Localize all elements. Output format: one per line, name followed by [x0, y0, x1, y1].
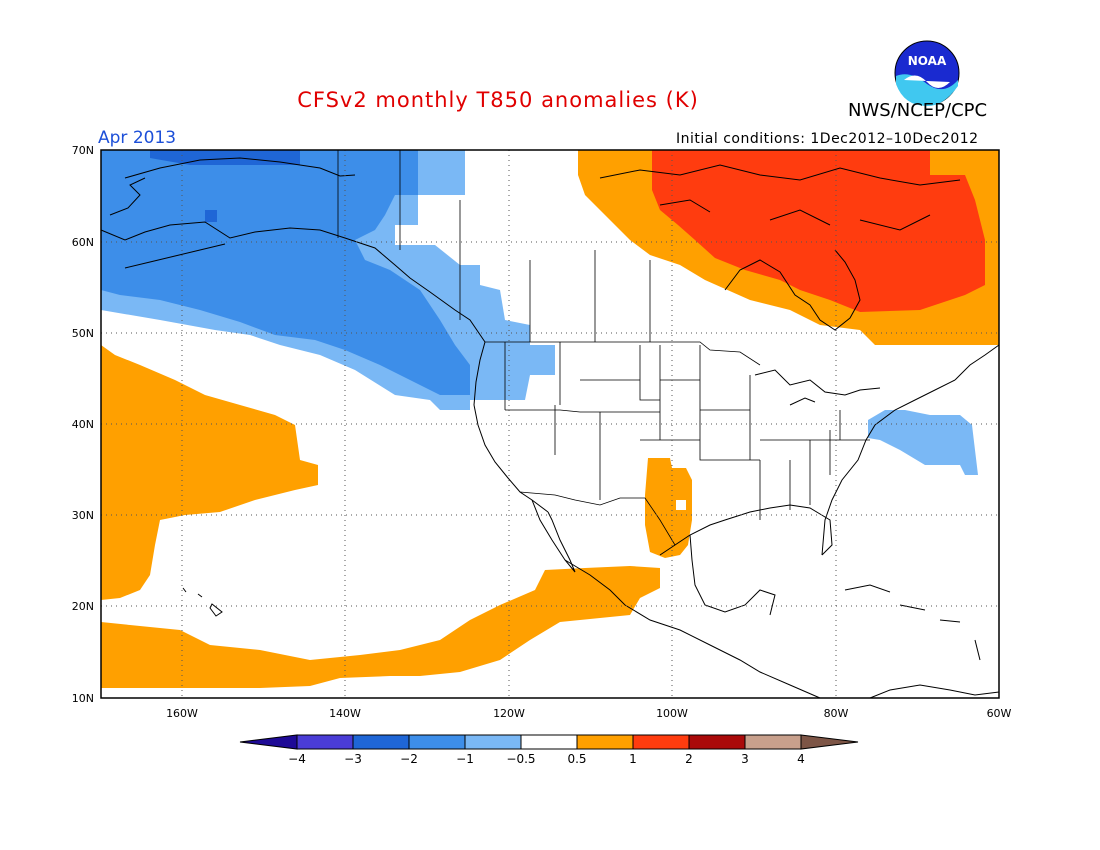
- colorbar: [239, 734, 859, 750]
- colorbar-label: −3: [344, 752, 362, 766]
- us-canada-border: [485, 341, 761, 366]
- lon-label: 100W: [656, 707, 688, 720]
- initial-conditions: Initial conditions: 1Dec2012–10Dec2012: [676, 131, 979, 147]
- lat-label: 10N: [72, 692, 94, 705]
- colorbar-label: 2: [685, 752, 693, 766]
- colorbar-segment: [464, 734, 522, 750]
- colorbar-label: 0.5: [567, 752, 586, 766]
- negative-anomaly-east-coast-region: [868, 410, 978, 475]
- lon-label: 140W: [329, 707, 361, 720]
- colorbar-labels: −4 −3 −2 −1 −0.5 0.5 1 2 3 4: [288, 752, 805, 766]
- colorbar-segment: [352, 734, 410, 750]
- negative-anomaly-medium-region: [101, 150, 470, 395]
- colorbar-label: −2: [400, 752, 418, 766]
- lat-label: 60N: [72, 236, 94, 249]
- baja-california: [531, 499, 576, 573]
- valid-month: Apr 2013: [98, 128, 177, 148]
- us-east-coast: [821, 379, 956, 556]
- aleutian-islands: [124, 243, 226, 269]
- colorbar-segment: [576, 734, 634, 750]
- negative-anomaly-dark-spot: [205, 210, 217, 222]
- anomaly-shading: [101, 150, 999, 688]
- us-west-coast: [473, 404, 549, 513]
- mexico-gulf-coast: [689, 534, 776, 616]
- alaska-west-coast: [109, 177, 146, 216]
- colorbar-low-arrow: [239, 734, 298, 750]
- colorbar-label: −1: [456, 752, 474, 766]
- logo-text: NOAA: [908, 54, 947, 68]
- chart-title: CFSv2 monthly T850 anomalies (K): [0, 88, 1100, 112]
- lon-label: 120W: [493, 707, 525, 720]
- colorbar-segment: [408, 734, 466, 750]
- canada-east-coast: [954, 344, 1000, 381]
- lat-label: 30N: [72, 509, 94, 522]
- colorbar-label: 3: [741, 752, 749, 766]
- colorbar-segment: [632, 734, 690, 750]
- mexico-pacific-coast: [564, 559, 821, 699]
- lat-label: 50N: [72, 327, 94, 340]
- colorbar-segment: [688, 734, 746, 750]
- pacific-northwest-coast: [473, 341, 486, 406]
- colorbar-label: 4: [797, 752, 805, 766]
- great-lakes: [754, 369, 881, 406]
- chart-title-text: CFSv2 monthly T850 anomalies (K): [297, 88, 699, 112]
- us-state-lines: [504, 342, 870, 520]
- negative-anomaly-dark-region: [150, 150, 300, 165]
- political-borders: [337, 150, 870, 546]
- lat-label: 40N: [72, 418, 94, 431]
- alaska-coastline: [100, 221, 486, 343]
- positive-anomaly-texas: [645, 458, 692, 558]
- org-label: NWS/NCEP/CPC: [848, 100, 988, 121]
- colorbar-label: 1: [629, 752, 637, 766]
- alaska-north-coast: [124, 157, 356, 179]
- colorbar-segment: [744, 734, 802, 750]
- lon-label: 160W: [166, 707, 198, 720]
- noaa-logo-icon: NOAA: [894, 40, 960, 106]
- hudson-bay: [724, 249, 861, 331]
- lon-label: 60W: [987, 707, 1012, 720]
- positive-anomaly-pacific-west: [101, 345, 318, 600]
- texas-white-gap: [676, 500, 686, 510]
- lat-label: 20N: [72, 600, 94, 613]
- positive-anomaly-canada-red: [652, 150, 985, 312]
- canada-province-lines: [399, 150, 651, 342]
- latitude-labels: 70N 60N 50N 40N 30N 20N 10N: [72, 144, 94, 705]
- colorbar-segment: [296, 734, 354, 750]
- lat-label: 70N: [72, 144, 94, 157]
- south-america-coast: [869, 684, 1000, 699]
- lon-label: 80W: [824, 707, 849, 720]
- colorbar-label: −4: [288, 752, 306, 766]
- map-frame: [100, 149, 1000, 699]
- canadian-arctic: [599, 164, 961, 231]
- us-mexico-border: [519, 491, 676, 546]
- colorbar-segment: [520, 734, 578, 750]
- positive-anomaly-subtropical-band: [101, 566, 660, 688]
- hawaii-islands: [182, 587, 223, 617]
- colorbar-label: −0.5: [506, 752, 535, 766]
- longitude-labels: 160W 140W 120W 100W 80W 60W: [166, 707, 1011, 720]
- caribbean-islands: [844, 584, 981, 661]
- colorbar-high-arrow: [800, 734, 859, 750]
